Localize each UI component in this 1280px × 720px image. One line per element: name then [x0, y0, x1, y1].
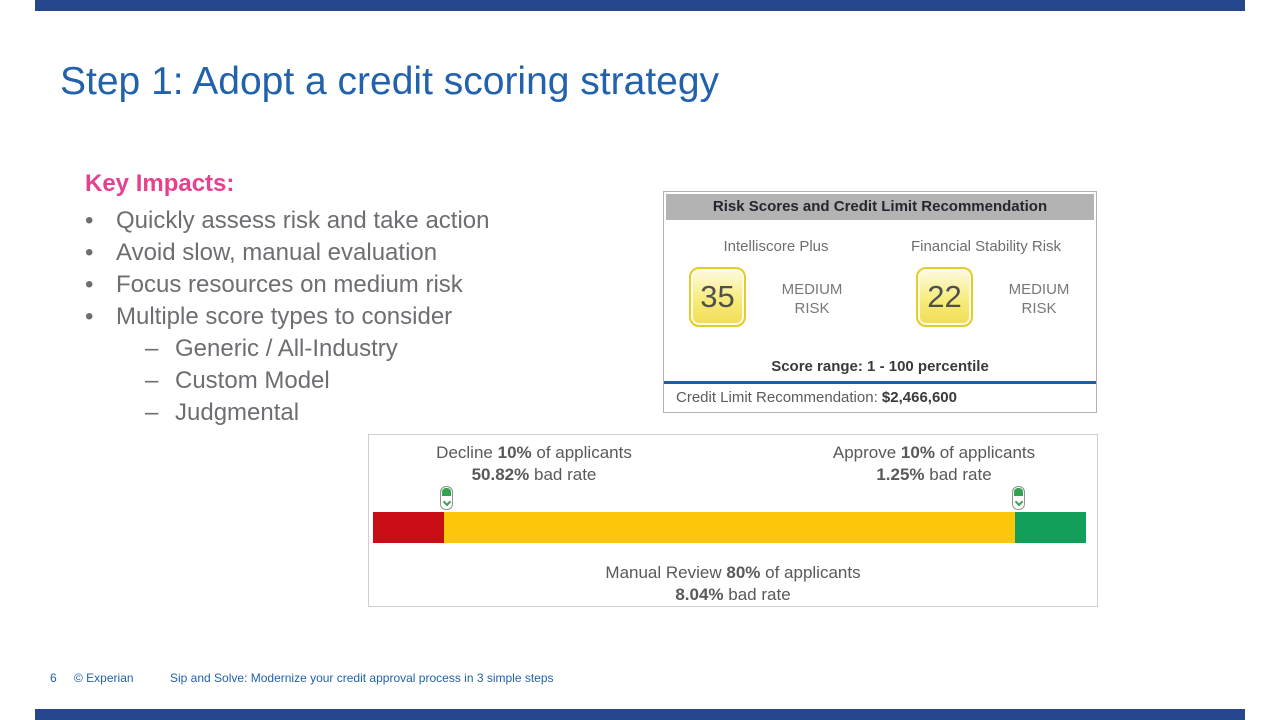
- list-item-text: Avoid slow, manual evaluation: [116, 239, 438, 266]
- score-range-note: Score range: 1 - 100 percentile: [771, 358, 989, 375]
- bullet-icon: •: [85, 303, 94, 330]
- score-label-intelliscore: Intelliscore Plus: [723, 238, 829, 255]
- manual-review-text-suffix: of applicants: [765, 563, 861, 582]
- sub-list-item-text: Custom Model: [175, 367, 330, 394]
- credit-limit-label: Credit Limit Recommendation:: [676, 389, 878, 406]
- approve-bad-rate-suffix: bad rate: [929, 465, 992, 484]
- risk-scores-panel: Risk Scores and Credit Limit Recommendat…: [663, 191, 1097, 413]
- credit-limit-value: $2,466,600: [881, 389, 957, 406]
- score-badge-intelliscore: 35: [689, 267, 746, 327]
- top-accent-bar: [35, 0, 1245, 11]
- approve-text-suffix: of applicants: [939, 443, 1036, 462]
- decline-bad-rate: 50.82%: [471, 465, 530, 484]
- slide-title: Step 1: Adopt a credit scoring strategy: [60, 60, 720, 103]
- risk-level-intelliscore: MEDIUM RISK: [781, 281, 843, 317]
- manual-review-text: Manual Review: [605, 563, 722, 582]
- decline-text: Decline: [436, 443, 493, 462]
- footer-tagline: Sip and Solve: Modernize your credit app…: [170, 671, 554, 685]
- sub-list-item: – Generic / All-Industry: [145, 333, 645, 365]
- sub-list-item-text: Generic / All-Industry: [175, 335, 398, 362]
- approve-segment: [1014, 512, 1086, 543]
- key-impacts-heading: Key Impacts:: [85, 170, 235, 197]
- manual-review-segment: [444, 512, 1015, 543]
- manual-review-label: Manual Review 80% of applicants 8.04% ba…: [369, 562, 1097, 606]
- manual-review-percent: 80%: [726, 563, 761, 582]
- page-number: 6: [50, 671, 57, 685]
- copyright: © Experian: [74, 671, 134, 685]
- approve-text: Approve: [832, 443, 897, 462]
- list-item: • Focus resources on medium risk: [85, 269, 645, 301]
- risk-panel-header: Risk Scores and Credit Limit Recommendat…: [666, 194, 1094, 220]
- bullet-icon: •: [85, 239, 94, 266]
- score-range-bar: [373, 512, 1086, 543]
- credit-limit-recommendation: Credit Limit Recommendation: $2,466,600: [676, 389, 957, 406]
- decline-cutoff-slider-icon: [440, 486, 453, 510]
- bullet-icon: •: [85, 207, 94, 234]
- bottom-accent-bar: [35, 709, 1245, 720]
- decline-label: Decline 10% of applicants 50.82% bad rat…: [389, 442, 679, 486]
- risk-level-financial-stability: MEDIUM RISK: [1008, 281, 1070, 317]
- list-item: • Quickly assess risk and take action: [85, 205, 645, 237]
- bullet-icon: •: [85, 271, 94, 298]
- list-item-text: Focus resources on medium risk: [116, 271, 463, 298]
- list-item: • Multiple score types to consider: [85, 301, 645, 333]
- list-item-text: Multiple score types to consider: [116, 303, 453, 330]
- dash-icon: –: [145, 367, 159, 394]
- scoring-strategy-chart: Decline 10% of applicants 50.82% bad rat…: [368, 434, 1098, 607]
- decline-percent: 10%: [497, 443, 532, 462]
- dash-icon: –: [145, 399, 159, 426]
- slide-footer: 6 © Experian Sip and Solve: Modernize yo…: [50, 671, 554, 685]
- decline-segment: [373, 512, 445, 543]
- list-item: • Avoid slow, manual evaluation: [85, 237, 645, 269]
- approve-cutoff-slider-icon: [1012, 486, 1025, 510]
- decline-bad-rate-suffix: bad rate: [534, 465, 597, 484]
- sub-list-item-text: Judgmental: [175, 399, 300, 426]
- sub-list-item: – Judgmental: [145, 397, 645, 429]
- approve-bad-rate: 1.25%: [876, 465, 925, 484]
- approve-label: Approve 10% of applicants 1.25% bad rate: [789, 442, 1079, 486]
- score-badge-financial-stability: 22: [916, 267, 973, 327]
- manual-review-bad-rate-suffix: bad rate: [728, 585, 791, 604]
- manual-review-bad-rate: 8.04%: [675, 585, 724, 604]
- key-impacts-section: Key Impacts: • Quickly assess risk and t…: [85, 170, 645, 429]
- dash-icon: –: [145, 335, 159, 362]
- decline-text-suffix: of applicants: [536, 443, 632, 462]
- sub-list-item: – Custom Model: [145, 365, 645, 397]
- list-item-text: Quickly assess risk and take action: [116, 207, 490, 234]
- approve-percent: 10%: [900, 443, 935, 462]
- score-label-financial-stability: Financial Stability Risk: [910, 238, 1062, 255]
- panel-divider: [664, 381, 1096, 384]
